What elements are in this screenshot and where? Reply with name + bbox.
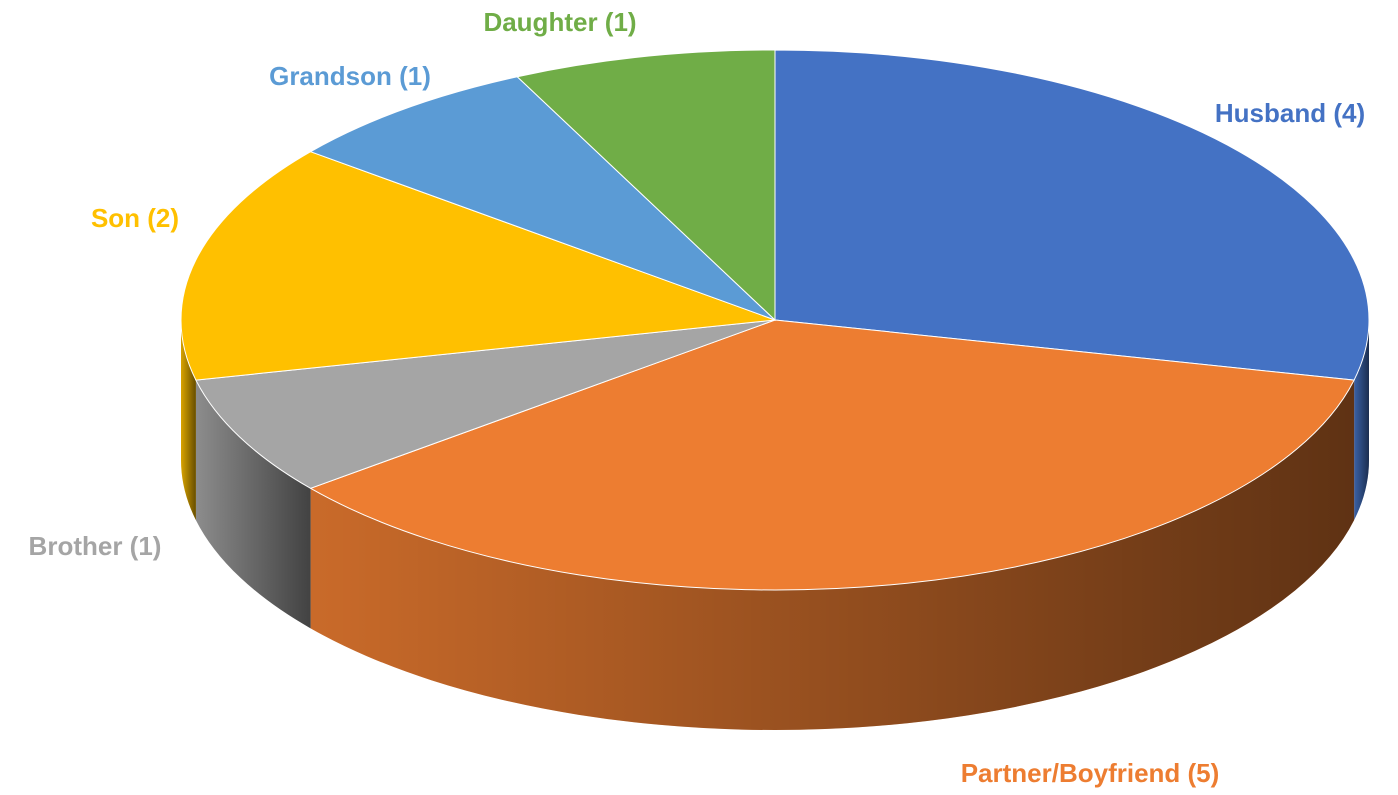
slice (516, 49, 776, 322)
data-label: Son (2) (91, 203, 179, 233)
slice (774, 49, 1370, 381)
slice-side-shade (310, 380, 1355, 730)
slice (195, 319, 776, 489)
slice (309, 319, 1355, 591)
slice (180, 151, 776, 381)
slice-side-shade (195, 380, 311, 629)
slice-side-shade (1354, 320, 1369, 521)
data-label: Daughter (1) (483, 7, 636, 37)
slice (309, 76, 776, 321)
data-label: Partner/Boyfriend (5) (961, 758, 1220, 788)
data-label: Brother (1) (29, 531, 162, 561)
data-label: Grandson (1) (269, 61, 431, 91)
data-label: Husband (4) (1215, 98, 1365, 128)
slice-side-shade (181, 320, 196, 521)
